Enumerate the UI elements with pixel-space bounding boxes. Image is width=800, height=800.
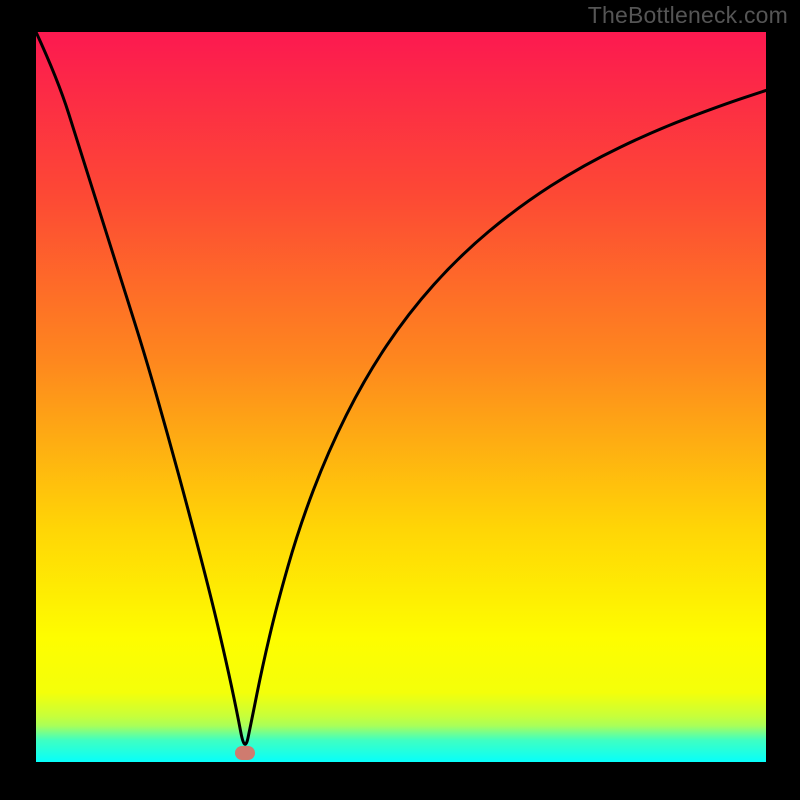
chart-container: TheBottleneck.com (0, 0, 800, 800)
minimum-marker (235, 746, 255, 760)
watermark-text: TheBottleneck.com (588, 2, 788, 29)
bottleneck-curve (0, 0, 800, 800)
